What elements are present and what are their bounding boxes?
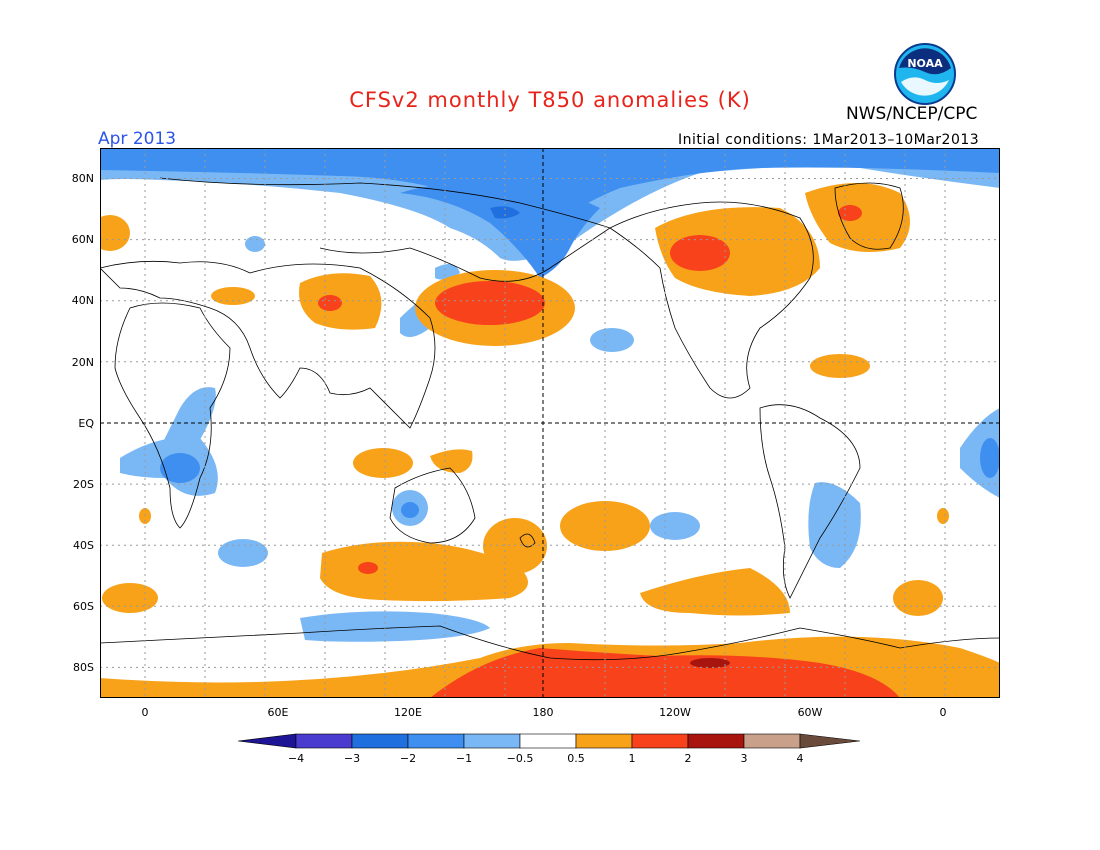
coast-eurasia xyxy=(100,260,436,429)
lat-label-80s: 80S xyxy=(73,661,94,674)
anomaly-sindian-warm xyxy=(320,541,528,602)
anomaly-npacific-cool xyxy=(590,328,634,352)
coast-south-america xyxy=(759,404,861,599)
anomaly-southern-cool xyxy=(300,611,490,642)
anomaly-canada-warm xyxy=(655,207,820,296)
lat-label-60s: 60S xyxy=(73,600,94,613)
colorbar-band-8 xyxy=(687,733,745,749)
organization-label: NWS/NCEP/CPC xyxy=(846,104,978,124)
anomaly-indian-cool xyxy=(218,539,268,567)
anomaly-spacific-cool xyxy=(650,512,700,540)
lat-label-20n: 20N xyxy=(71,356,94,369)
lat-label-20s: 20S xyxy=(73,478,94,491)
coast-antarctica xyxy=(100,625,1000,661)
logo-text: NOAA xyxy=(907,57,943,70)
colorbar-low-arrow xyxy=(238,733,297,749)
coast-north-america xyxy=(609,201,814,399)
colorbar-label-m05: −0.5 xyxy=(506,752,534,765)
anomaly-satlantic-warm xyxy=(893,580,943,616)
lon-label-60e: 60E xyxy=(267,706,289,719)
anomaly-siberia-cool xyxy=(400,182,600,278)
lat-label-60n: 60N xyxy=(71,233,94,246)
colorbar-label-m3: −3 xyxy=(343,752,361,765)
lon-label-120e: 120E xyxy=(394,706,422,719)
lat-label-eq: EQ xyxy=(78,417,94,430)
anomaly-spacific-warm-b xyxy=(640,568,790,616)
graticule xyxy=(100,148,1000,698)
anomaly-indonesia-warm xyxy=(353,448,413,478)
lon-label-120w: 120W xyxy=(659,706,691,719)
coast-australia xyxy=(389,467,476,544)
anomaly-npacific-warm-core xyxy=(435,281,545,325)
colorbar-band-5 xyxy=(519,733,577,749)
forecast-period: Apr 2013 xyxy=(98,129,177,149)
anomaly-swafrica-warm xyxy=(102,583,158,613)
noaa-logo-icon: NOAA xyxy=(894,43,956,105)
colorbar-band-2 xyxy=(351,733,409,749)
anomaly-small-warm-2 xyxy=(937,508,949,524)
colorbar-band-6 xyxy=(575,733,633,749)
colorbar xyxy=(238,733,861,749)
anomaly-safrica-cool-core xyxy=(160,453,200,483)
anomaly-atlantic-warm xyxy=(810,354,870,378)
initial-conditions: Initial conditions: 1Mar2013–10Mar2013 xyxy=(678,132,980,148)
colorbar-label-p4: 4 xyxy=(796,752,804,765)
colorbar-label-p3: 3 xyxy=(740,752,748,765)
anomaly-coralsea-warm xyxy=(430,449,473,473)
anomaly-samerica-cool xyxy=(808,482,861,568)
lon-label-0: 0 xyxy=(141,706,149,719)
anomaly-east-siberia-core xyxy=(490,206,520,219)
anomaly-europe-warm xyxy=(100,215,130,251)
anomaly-eastasia-cool xyxy=(245,236,265,252)
colorbar-high-arrow xyxy=(799,733,861,749)
map-frame xyxy=(100,148,1000,698)
map-title: CFSv2 monthly T850 anomalies (K) xyxy=(349,88,751,112)
anomaly-antarctic-warm-max xyxy=(690,658,730,668)
colorbar-label-p1: 1 xyxy=(628,752,636,765)
anomaly-casia-warm-core xyxy=(318,295,342,311)
colorbar-band-3 xyxy=(407,733,465,749)
lat-label-80n: 80N xyxy=(71,172,94,185)
colorbar-band-4 xyxy=(463,733,521,749)
anomaly-safrica-cool-east-core xyxy=(980,438,1000,478)
lon-label-60w: 60W xyxy=(797,706,823,719)
anomaly-antarctic-warm-core xyxy=(430,648,900,698)
anomaly-australia-cool-core xyxy=(401,502,419,518)
colorbar-band-9 xyxy=(743,733,801,749)
anomaly-greenland-warm-core xyxy=(838,205,862,221)
lon-label-180: 180 xyxy=(532,706,554,719)
colorbar-band-1 xyxy=(295,733,353,749)
anomaly-mideast-warm xyxy=(211,287,255,305)
coast-africa xyxy=(114,302,231,529)
anomaly-canada-warm-core xyxy=(670,235,730,271)
colorbar-band-7 xyxy=(631,733,689,749)
colorbar-label-m4: −4 xyxy=(287,752,305,765)
coast-greenland xyxy=(834,182,904,250)
anomaly-map xyxy=(100,148,1000,698)
lat-label-40n: 40N xyxy=(71,294,94,307)
colorbar-label-p05: 0.5 xyxy=(567,752,585,765)
lat-label-40s: 40S xyxy=(73,539,94,552)
colorbar-label-p2: 2 xyxy=(684,752,692,765)
coast-nz xyxy=(519,533,536,548)
anomaly-sindian-warm-core xyxy=(358,562,378,574)
colorbar-label-m1: −1 xyxy=(455,752,473,765)
lon-label-0-east: 0 xyxy=(939,706,947,719)
coastlines xyxy=(100,177,1000,661)
colorbar-label-m2: −2 xyxy=(399,752,417,765)
